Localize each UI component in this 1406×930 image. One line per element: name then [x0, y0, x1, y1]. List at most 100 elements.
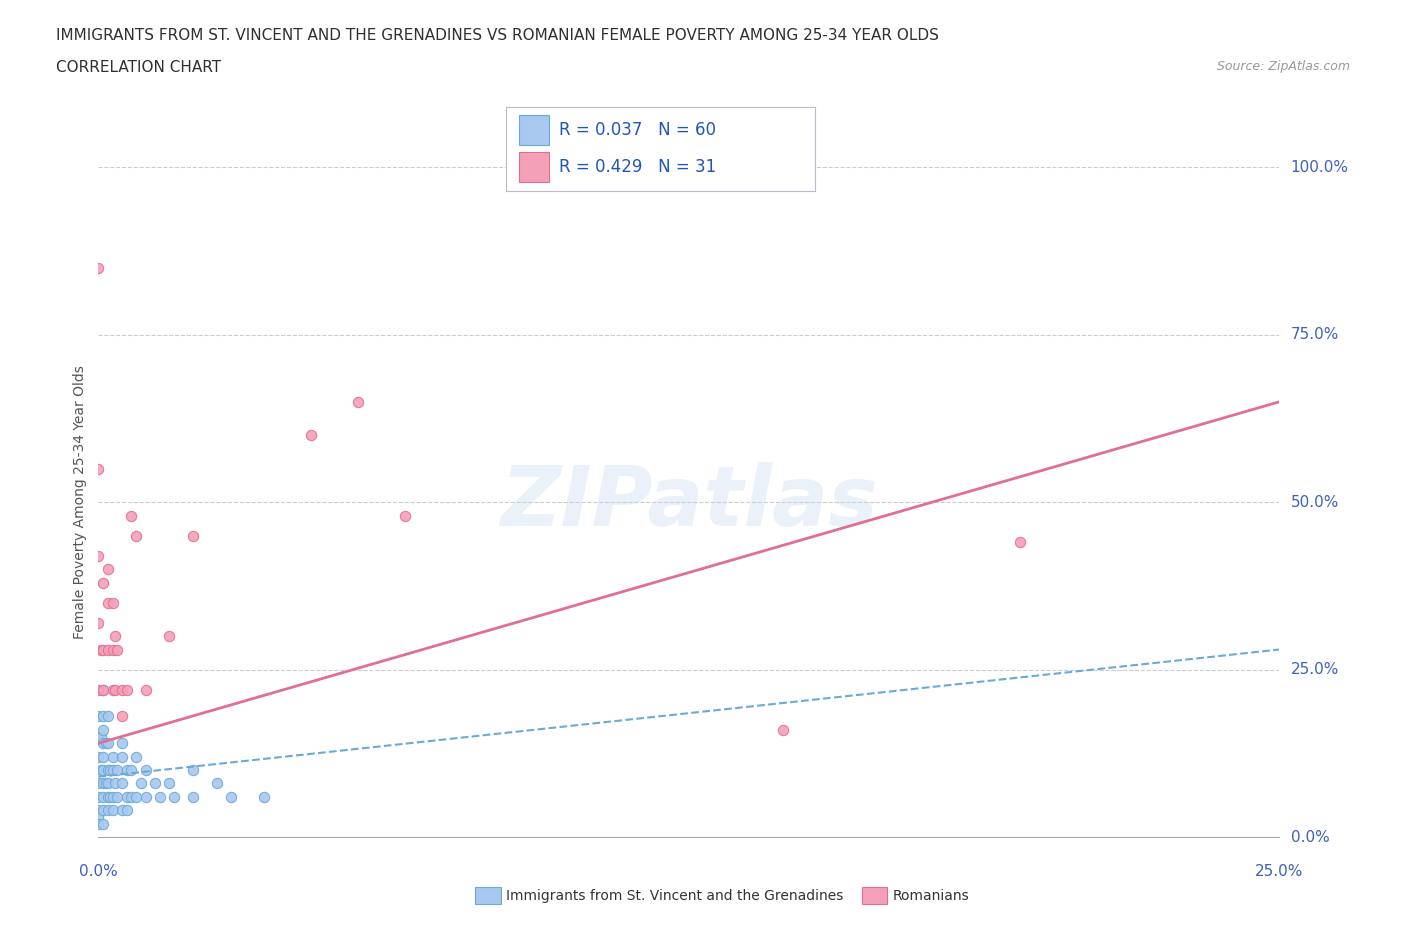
Point — [91, 736, 114, 751]
Text: R = 0.037   N = 60: R = 0.037 N = 60 — [558, 122, 716, 140]
Point — [205, 776, 228, 790]
Point — [1008, 535, 1031, 550]
Point — [87, 817, 110, 831]
Point — [91, 723, 114, 737]
Point — [91, 776, 114, 790]
Point — [87, 809, 110, 824]
Point — [98, 790, 121, 804]
Point — [90, 642, 112, 657]
Point — [101, 642, 124, 657]
Point — [91, 750, 114, 764]
Point — [90, 729, 112, 744]
Point — [91, 790, 114, 804]
Point — [111, 750, 134, 764]
Point — [101, 763, 124, 777]
Point — [87, 461, 110, 476]
Point — [111, 709, 134, 724]
Point — [104, 683, 127, 698]
Point — [121, 790, 143, 804]
Point — [101, 595, 124, 610]
Point — [87, 790, 110, 804]
Point — [111, 736, 134, 751]
Point — [90, 763, 112, 777]
Point — [181, 790, 204, 804]
Point — [111, 683, 134, 698]
Point — [135, 683, 157, 698]
Point — [91, 709, 114, 724]
Point — [97, 736, 120, 751]
Point — [91, 763, 114, 777]
Point — [105, 763, 128, 777]
Point — [97, 776, 120, 790]
Text: Immigrants from St. Vincent and the Grenadines: Immigrants from St. Vincent and the Gren… — [506, 888, 844, 903]
Point — [87, 549, 110, 564]
Text: R = 0.429   N = 31: R = 0.429 N = 31 — [558, 158, 716, 176]
Point — [87, 803, 110, 817]
Text: 0.0%: 0.0% — [79, 864, 118, 879]
Text: 0.0%: 0.0% — [1291, 830, 1329, 844]
Point — [87, 260, 110, 275]
Point — [772, 723, 794, 737]
Point — [121, 763, 143, 777]
Point — [135, 790, 157, 804]
Point — [125, 750, 148, 764]
Point — [181, 763, 204, 777]
Point — [143, 776, 166, 790]
Bar — [519, 153, 550, 182]
Point — [91, 683, 114, 698]
Text: Romanians: Romanians — [893, 888, 970, 903]
Point — [125, 528, 148, 543]
Point — [87, 683, 110, 698]
Point — [115, 683, 138, 698]
Point — [125, 790, 148, 804]
Point — [97, 642, 120, 657]
Point — [97, 709, 120, 724]
Point — [97, 763, 120, 777]
Point — [111, 803, 134, 817]
Point — [101, 803, 124, 817]
Text: IMMIGRANTS FROM ST. VINCENT AND THE GRENADINES VS ROMANIAN FEMALE POVERTY AMONG : IMMIGRANTS FROM ST. VINCENT AND THE GREN… — [56, 28, 939, 43]
Text: CORRELATION CHART: CORRELATION CHART — [56, 60, 221, 75]
Point — [87, 729, 110, 744]
Y-axis label: Female Poverty Among 25-34 Year Olds: Female Poverty Among 25-34 Year Olds — [73, 365, 87, 639]
Point — [111, 776, 134, 790]
Point — [87, 709, 110, 724]
Text: ZIPatlas: ZIPatlas — [501, 461, 877, 543]
Point — [157, 776, 180, 790]
Point — [91, 817, 114, 831]
Point — [104, 776, 127, 790]
Point — [219, 790, 242, 804]
Point — [149, 790, 172, 804]
Text: 100.0%: 100.0% — [1291, 160, 1348, 175]
Point — [253, 790, 276, 804]
Text: 25.0%: 25.0% — [1256, 864, 1303, 879]
Text: 50.0%: 50.0% — [1291, 495, 1339, 510]
Point — [121, 508, 143, 523]
Point — [91, 575, 114, 590]
Point — [97, 790, 120, 804]
Point — [115, 790, 138, 804]
Point — [91, 683, 114, 698]
Text: 25.0%: 25.0% — [1291, 662, 1339, 677]
Point — [101, 683, 124, 698]
Point — [129, 776, 152, 790]
Point — [97, 562, 120, 577]
Point — [157, 629, 180, 644]
Point — [104, 629, 127, 644]
Point — [115, 803, 138, 817]
Point — [97, 803, 120, 817]
Point — [87, 776, 110, 790]
Point — [181, 528, 204, 543]
Point — [91, 803, 114, 817]
Text: Source: ZipAtlas.com: Source: ZipAtlas.com — [1216, 60, 1350, 73]
Point — [98, 763, 121, 777]
Bar — [519, 115, 550, 145]
Point — [163, 790, 186, 804]
Point — [105, 790, 128, 804]
Text: 75.0%: 75.0% — [1291, 327, 1339, 342]
Point — [91, 642, 114, 657]
Point — [94, 736, 117, 751]
Point — [94, 776, 117, 790]
Point — [101, 750, 124, 764]
Point — [87, 616, 110, 631]
